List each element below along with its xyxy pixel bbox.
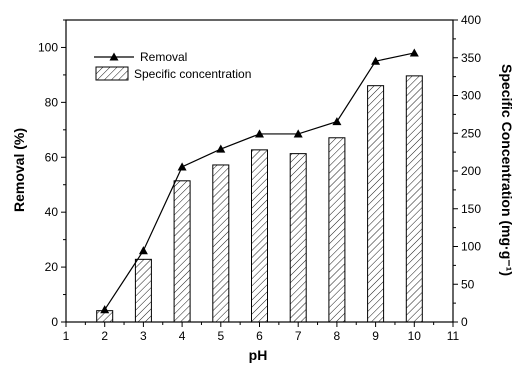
x-axis-title: pH [249,347,268,363]
legend-bar-label: Specific concentration [134,67,251,81]
y-tick-label: 100 [38,40,58,54]
bar-specific-concentration [328,137,346,323]
x-tick-label: 5 [217,329,224,343]
line-layer [100,48,419,314]
x-tick-label: 1 [63,329,70,343]
x-tick-label: 2 [101,329,108,343]
bar-specific-concentration [173,180,191,323]
y-tick-label: 0 [51,315,58,329]
y2-tick-label: 350 [461,51,481,65]
bar-specific-concentration [405,75,423,323]
legend: Removal Specific concentration [94,50,251,81]
legend-bar-swatch [95,66,129,81]
y-tick-label: 40 [45,205,59,219]
y2-tick-label: 100 [461,240,481,254]
y2-tick-label: 250 [461,126,481,140]
bar-specific-concentration [251,149,268,323]
removal-point [177,162,187,171]
x-tick-label: 8 [334,329,341,343]
y-axis-title: Removal (%) [11,128,27,212]
y2-tick-label: 50 [461,277,475,291]
y2-tick-label: 400 [461,13,481,27]
x-tick-label: 11 [447,329,460,343]
bar-specific-concentration [367,85,385,323]
removal-point [138,246,148,255]
y2-tick-label: 150 [461,202,481,216]
legend-removal-label: Removal [140,50,187,64]
x-tick-label: 10 [408,329,422,343]
x-tick-label: 3 [140,329,147,343]
y-tick-label: 60 [45,150,59,164]
y2-tick-label: 200 [461,164,481,178]
removal-point [371,56,381,65]
removal-point [216,144,226,153]
y2-tick-label: 300 [461,89,481,103]
bar-specific-concentration [289,153,307,323]
bars-layer [96,75,423,323]
x-tick-label: 4 [179,329,186,343]
removal-point [332,117,342,126]
x-tick-label: 9 [372,329,379,343]
y2-tick-label: 0 [461,315,468,329]
y-tick-label: 80 [45,95,59,109]
ticks-layer: 1 2 3 4 5 6 7 8 9 10 11020406080100050100150200250… [38,13,481,343]
removal-point [409,48,419,57]
x-tick-label: 7 [295,329,302,343]
removal-point [255,129,264,138]
removal-point [100,305,110,314]
x-tick-label: 6 [256,329,263,343]
legend-removal-marker [109,52,119,61]
y-tick-label: 20 [45,260,59,274]
y2-axis-title: Specific Concentration (mg·g⁻¹) [499,64,515,276]
removal-point [293,129,303,138]
bar-specific-concentration [134,258,152,323]
bar-specific-concentration [212,164,230,323]
